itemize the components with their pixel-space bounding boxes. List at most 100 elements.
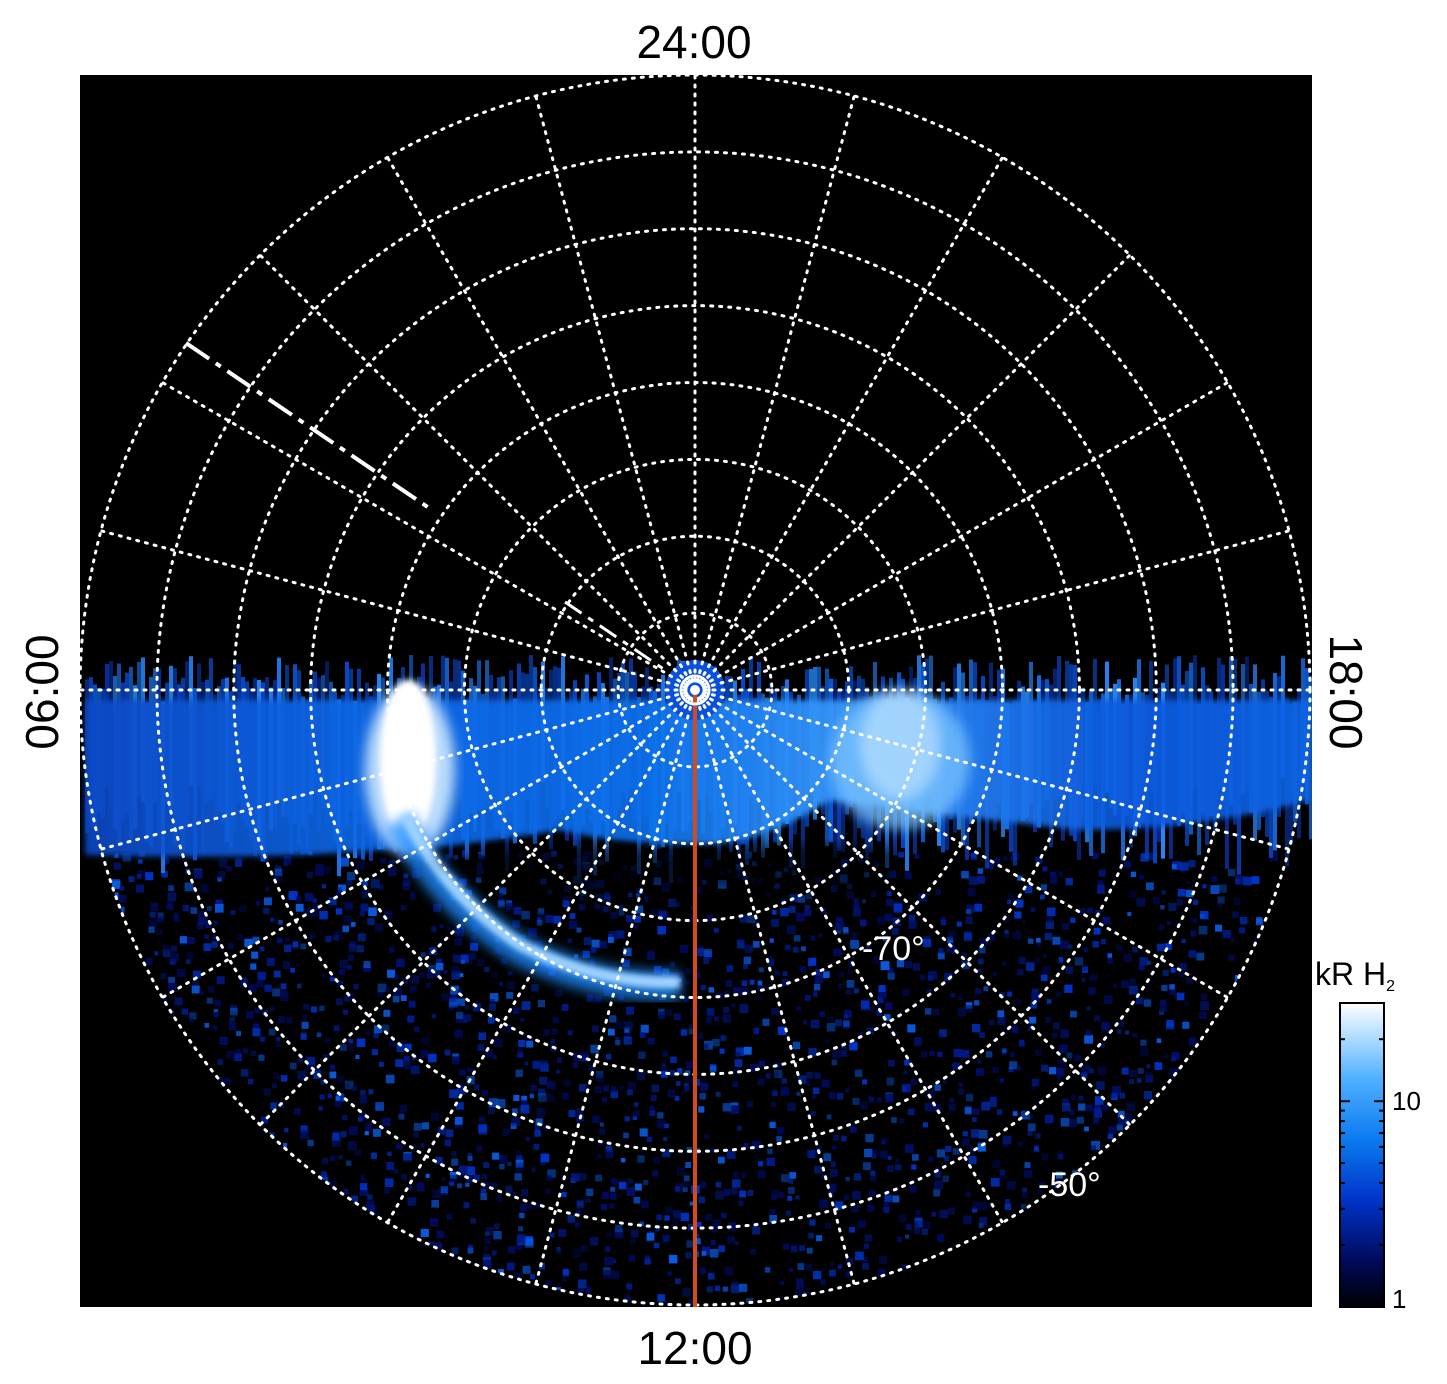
noise-speckle xyxy=(507,981,516,990)
noise-speckle xyxy=(623,947,632,957)
noise-speckle xyxy=(353,983,359,990)
noise-speckle xyxy=(826,1022,836,1032)
noise-speckle xyxy=(1034,1145,1039,1150)
noise-speckle xyxy=(452,954,462,963)
noise-speckle xyxy=(1092,941,1099,948)
noise-speckle xyxy=(804,909,812,917)
noise-speckle xyxy=(738,1201,744,1207)
noise-speckle xyxy=(833,948,842,957)
noise-speckle xyxy=(1042,953,1048,959)
noise-speckle xyxy=(403,873,409,879)
noise-speckle xyxy=(530,1084,537,1092)
noise-speckle xyxy=(883,1202,889,1207)
noise-speckle xyxy=(1230,936,1235,942)
noise-speckle xyxy=(816,1235,823,1242)
noise-speckle xyxy=(356,852,363,858)
noise-speckle xyxy=(284,944,292,953)
noise-speckle xyxy=(537,908,545,915)
noise-speckle xyxy=(119,885,125,891)
noise-speckle xyxy=(513,907,522,915)
noise-speckle xyxy=(193,870,203,879)
noise-speckle xyxy=(904,1144,914,1154)
noise-speckle xyxy=(337,890,343,896)
noise-speckle xyxy=(914,853,920,859)
noise-speckle xyxy=(484,1237,491,1244)
noise-speckle xyxy=(193,970,201,979)
noise-speckle xyxy=(1210,885,1220,894)
noise-speckle xyxy=(1170,967,1176,973)
noise-speckle xyxy=(1177,888,1186,897)
noise-speckle xyxy=(634,915,641,923)
noise-speckle xyxy=(1239,927,1246,934)
noise-speckle xyxy=(735,1051,741,1057)
noise-speckle xyxy=(626,1089,633,1096)
noise-speckle xyxy=(734,1241,739,1246)
noise-speckle xyxy=(919,974,926,981)
noise-speckle xyxy=(199,990,204,996)
noise-speckle xyxy=(537,1093,547,1102)
noise-speckle xyxy=(346,879,353,886)
noise-speckle xyxy=(611,1177,618,1185)
noise-speckle xyxy=(700,984,706,991)
noise-speckle xyxy=(1089,1068,1094,1074)
noise-speckle xyxy=(1116,945,1123,952)
noise-speckle xyxy=(230,910,236,915)
noise-speckle xyxy=(835,1201,844,1210)
noise-speckle xyxy=(1198,925,1208,935)
noise-speckle xyxy=(284,937,290,942)
noise-speckle xyxy=(348,1045,355,1052)
meridian-line xyxy=(160,688,697,999)
noise-speckle xyxy=(804,994,811,1001)
noise-speckle xyxy=(551,1028,558,1035)
noise-speckle xyxy=(260,1123,265,1129)
noise-speckle xyxy=(197,915,207,925)
noise-speckle xyxy=(1018,1141,1023,1147)
noise-speckle xyxy=(676,1081,681,1086)
noise-speckle xyxy=(311,904,319,911)
noise-speckle xyxy=(259,946,265,952)
noise-speckle xyxy=(610,911,618,919)
noise-speckle xyxy=(767,956,774,962)
noise-speckle xyxy=(1121,1067,1129,1075)
noise-speckle xyxy=(1056,1171,1063,1179)
noise-speckle xyxy=(698,1196,705,1204)
noise-speckle xyxy=(1160,905,1165,910)
noise-speckle xyxy=(422,1307,426,1311)
noise-speckle xyxy=(1080,1072,1088,1079)
noise-speckle xyxy=(529,1274,536,1280)
noise-speckle xyxy=(519,1203,528,1212)
noise-speckle xyxy=(1128,1078,1135,1085)
noise-speckle xyxy=(603,1085,610,1092)
noise-speckle xyxy=(633,924,639,930)
noise-speckle xyxy=(567,1215,575,1223)
noise-speckle xyxy=(781,1078,787,1084)
noise-speckle xyxy=(709,1249,719,1258)
noise-speckle xyxy=(888,1059,895,1067)
noise-speckle xyxy=(590,957,595,962)
noise-speckle xyxy=(747,1190,754,1196)
noise-speckle xyxy=(265,886,270,892)
noise-speckle xyxy=(338,968,346,976)
noise-speckle xyxy=(788,905,796,913)
noise-speckle xyxy=(502,1128,511,1137)
noise-speckle xyxy=(303,907,312,917)
noise-speckle xyxy=(680,1029,688,1036)
noise-speckle xyxy=(1007,991,1012,997)
noise-speckle xyxy=(1031,988,1039,996)
noise-speckle xyxy=(771,1102,776,1107)
noise-speckle xyxy=(1129,978,1136,985)
noise-speckle xyxy=(796,1091,801,1096)
noise-speckle xyxy=(664,1215,670,1221)
noise-speckle xyxy=(383,1009,391,1017)
noise-speckle xyxy=(1021,919,1027,925)
noise-speckle xyxy=(727,1235,735,1244)
noise-speckle xyxy=(1168,902,1177,911)
noise-speckle xyxy=(713,927,719,933)
noise-speckle xyxy=(972,1201,981,1210)
noise-speckle xyxy=(1070,917,1076,923)
noise-speckle xyxy=(387,867,397,877)
noise-speckle xyxy=(662,1149,671,1158)
noise-speckle xyxy=(577,1286,584,1293)
noise-speckle xyxy=(674,1013,681,1021)
noise-speckle xyxy=(496,1099,506,1108)
